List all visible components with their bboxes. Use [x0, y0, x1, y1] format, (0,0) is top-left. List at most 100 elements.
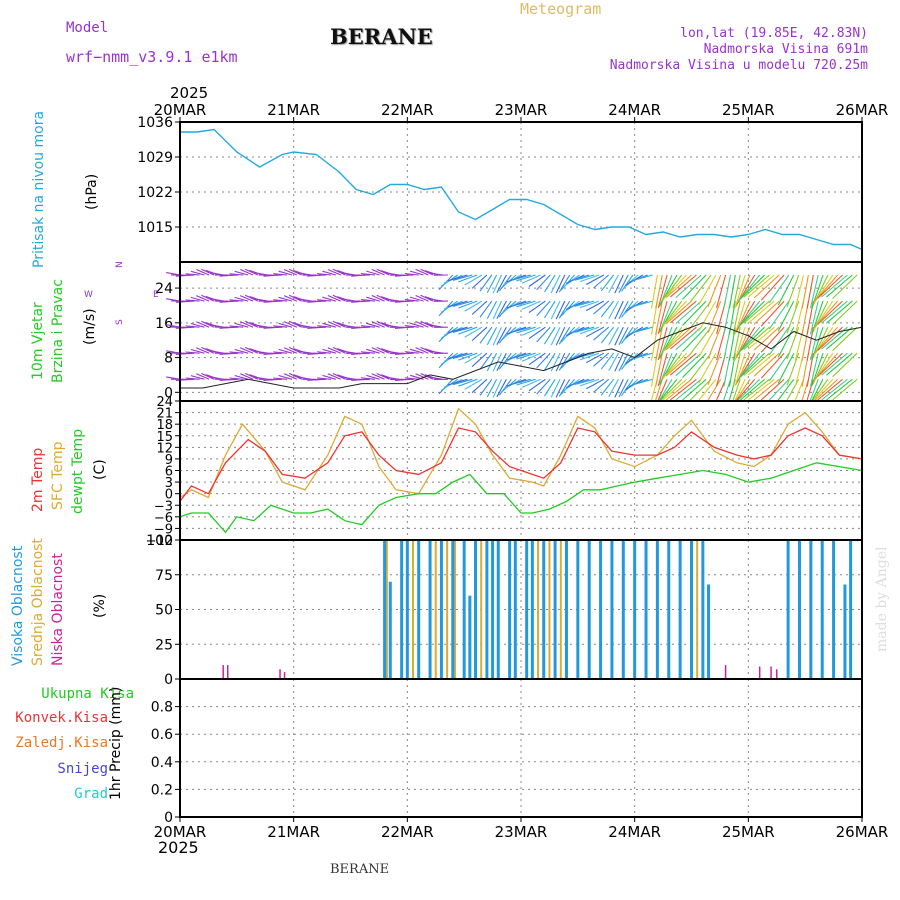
wind-arrow — [332, 268, 346, 276]
wind-arrow — [768, 326, 790, 356]
wind-arrow — [753, 274, 780, 299]
wind-arrow — [544, 379, 556, 397]
wind-arrow — [516, 352, 536, 360]
wind-arrow — [511, 300, 531, 307]
compass-w: W — [84, 290, 93, 300]
wind-arrow — [404, 325, 419, 328]
wind-arrow — [743, 378, 770, 401]
x-tick-label-top: 24MAR — [608, 101, 661, 119]
wind-arrow — [728, 327, 736, 361]
y-tick-label: 0 — [165, 488, 173, 503]
wind-arrow — [585, 274, 605, 285]
wind-arrow — [458, 352, 478, 361]
wind-arrow — [809, 274, 819, 309]
wind-arrow — [464, 274, 483, 286]
wind-arrow — [698, 352, 717, 384]
wind-arrow — [420, 346, 434, 354]
wind-arrow — [786, 300, 800, 334]
y-tick-label: 24 — [155, 281, 173, 297]
y-tick-label: 0.6 — [151, 727, 173, 743]
wind-arrow — [332, 346, 346, 354]
wind-arrow — [600, 326, 615, 344]
wind-arrow — [662, 378, 687, 401]
wind-arrow — [814, 326, 839, 354]
wind-arrow — [544, 274, 556, 293]
wind-arrow — [698, 326, 717, 357]
wind-arrow — [777, 352, 795, 384]
wind-arrow — [662, 352, 687, 379]
wind-arrow — [366, 270, 380, 276]
wind-arrow — [618, 379, 629, 398]
wind-arrows — [166, 268, 858, 401]
wind-arrow — [224, 378, 239, 381]
wind-arrow — [585, 300, 605, 312]
wind-arrow — [229, 325, 244, 328]
wind-arrow — [600, 300, 615, 318]
wind-arrow — [760, 326, 785, 353]
elevation-label: Nadmorska Visina 691m — [703, 42, 868, 57]
wind-arrow — [516, 378, 536, 386]
wind-arrow — [180, 300, 195, 303]
y-tick-label: −9 — [154, 522, 173, 537]
wind-arrow — [734, 379, 746, 401]
wind-arrow — [536, 274, 551, 291]
wind-arrow — [669, 274, 697, 298]
wind-arrow — [521, 300, 541, 310]
wind-arrow — [288, 320, 303, 328]
wind-arrow — [278, 322, 293, 328]
wind-arrow — [180, 378, 195, 381]
wind-arrow — [682, 274, 707, 300]
wind-arrow — [471, 378, 488, 394]
wind-arrow — [794, 274, 805, 309]
wind-arrow — [448, 274, 468, 282]
wind-arrow — [579, 300, 600, 309]
wind-arrow — [809, 300, 819, 335]
wind-arrow — [371, 321, 385, 328]
wind-arrow — [544, 326, 556, 345]
wind-arrow — [550, 326, 561, 346]
wind-arrow — [536, 300, 551, 317]
x-tick-label-bottom: 23MAR — [495, 823, 548, 841]
wind-arrow — [201, 294, 215, 302]
wind-arrow — [659, 378, 678, 401]
wind-arrow — [366, 348, 380, 354]
wind-arrow — [420, 268, 434, 276]
wind-arrow — [558, 326, 571, 345]
wind-arrow — [511, 326, 531, 333]
precip-legend-snow: Snijeg — [57, 761, 108, 777]
wind-arrow — [734, 327, 746, 360]
wind-arrow — [618, 300, 629, 320]
wind-arrow — [585, 326, 605, 338]
sfc-temp-line — [179, 407, 863, 499]
wind-arrow — [471, 326, 488, 342]
wind-arrow — [458, 378, 478, 387]
y-tick-label: 1015 — [137, 220, 173, 236]
wind-arrow — [185, 377, 200, 380]
wind-arrow — [415, 294, 429, 302]
wind-arrow — [327, 321, 342, 328]
x-tick-label-top: 20MAR — [154, 101, 207, 119]
wind-arrow — [662, 326, 687, 353]
wind-arrow — [655, 300, 663, 335]
wind-arrow — [821, 274, 848, 298]
wind-arrow — [327, 268, 342, 276]
wind-arrow — [404, 272, 419, 276]
wind-arrow — [399, 326, 414, 329]
y-tick-label: 16 — [155, 316, 173, 332]
wind-arrow — [317, 299, 332, 302]
wind-arrow — [283, 268, 298, 276]
wind-arrow — [809, 379, 819, 401]
wind-arrow — [268, 274, 283, 277]
wind-arrow — [689, 274, 712, 303]
wind-arrow — [317, 351, 332, 354]
wind-arrow — [452, 378, 473, 386]
wind-arrow — [273, 351, 288, 354]
wind-arrow — [550, 352, 561, 372]
wind-arrow — [736, 378, 756, 401]
wind-arrow — [496, 352, 507, 372]
wind-arrow — [740, 300, 765, 326]
wind-arrow — [448, 300, 468, 308]
wind-arrow — [273, 299, 288, 302]
wind-arrow — [747, 326, 775, 350]
